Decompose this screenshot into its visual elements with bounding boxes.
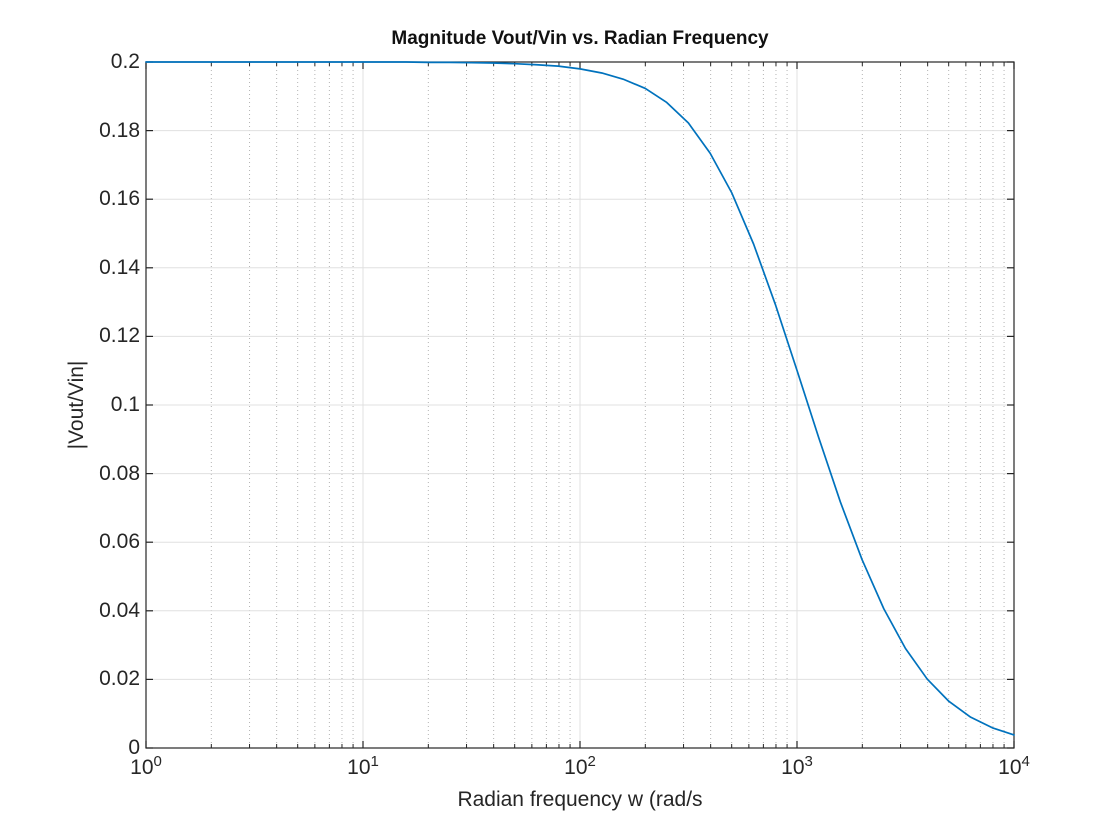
x-tick-label: 103 (752, 753, 842, 780)
y-tick-label: 0.2 (110, 50, 140, 73)
x-tick-base: 10 (130, 756, 154, 779)
x-tick-exponent: 1 (370, 753, 379, 770)
x-tick-exponent: 2 (587, 753, 596, 770)
x-axis-label: Radian frequency w (rad/s (457, 788, 703, 811)
x-tick-label: 100 (101, 753, 191, 780)
x-tick-base: 10 (564, 756, 588, 779)
x-tick-base: 10 (998, 756, 1022, 779)
axis-ticks (145, 61, 1015, 749)
response-curve (145, 61, 1015, 736)
y-tick-label: 0.02 (99, 667, 140, 691)
y-tick-label: 0.08 (99, 461, 140, 485)
chart-title: Magnitude Vout/Vin vs. Radian Frequency (391, 28, 769, 49)
x-tick-base: 10 (781, 756, 805, 779)
y-tick-label: 0 (128, 736, 140, 759)
x-tick-base: 10 (347, 756, 371, 779)
y-tick-label: 0.14 (99, 255, 140, 279)
y-tick-label: 0.1 (110, 393, 140, 416)
series-layer (145, 61, 1015, 736)
x-tick-exponent: 4 (1021, 753, 1030, 770)
x-tick-label: 101 (318, 753, 408, 780)
x-tick-exponent: 3 (804, 753, 813, 770)
major-grid (146, 62, 1014, 748)
y-tick-label: 0.06 (99, 530, 140, 554)
x-tick-label: 104 (969, 753, 1059, 780)
y-tick-label: 0.18 (99, 118, 140, 142)
x-tick-exponent: 0 (153, 753, 162, 770)
y-tick-label: 0.16 (99, 187, 140, 211)
y-tick-label: 0.04 (99, 598, 140, 622)
y-tick-label: 0.12 (99, 324, 140, 348)
x-tick-label: 102 (535, 753, 625, 780)
